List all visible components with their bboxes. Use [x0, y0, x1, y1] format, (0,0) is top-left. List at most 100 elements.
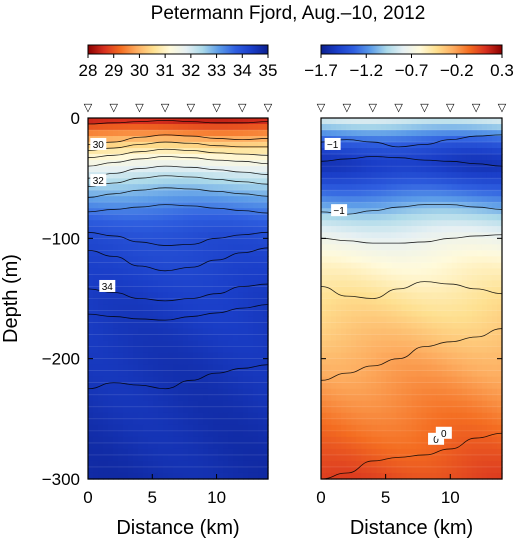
- heatmap-cell: [153, 268, 159, 276]
- heatmap-cell: [158, 226, 164, 233]
- heatmap-cell: [198, 178, 204, 185]
- colorbar-tick-label: 31: [156, 61, 175, 80]
- heatmap-cell: [263, 304, 269, 312]
- heatmap-cell: [228, 310, 234, 318]
- heatmap-cell: [138, 370, 144, 378]
- heatmap-cell: [238, 148, 244, 155]
- heatmap-cell: [188, 292, 194, 300]
- heatmap-cell: [406, 442, 413, 450]
- heatmap-cell: [213, 400, 219, 408]
- heatmap-cell: [341, 250, 347, 257]
- heatmap-cell: [466, 364, 473, 372]
- heatmap-cell: [223, 328, 229, 336]
- heatmap-cell: [381, 442, 387, 450]
- heatmap-cell: [258, 226, 264, 233]
- heatmap-cell: [386, 412, 392, 420]
- heatmap-cell: [243, 220, 249, 227]
- heatmap-cell: [491, 370, 498, 378]
- heatmap-cell: [356, 262, 362, 270]
- heatmap-cell: [461, 310, 468, 318]
- heatmap-cell: [321, 184, 327, 191]
- heatmap-cell: [93, 316, 99, 324]
- heatmap-cell: [431, 154, 438, 161]
- heatmap-cell: [88, 466, 94, 474]
- heatmap-cell: [491, 388, 498, 396]
- heatmap-cell: [481, 130, 488, 137]
- heatmap-cell: [391, 124, 398, 131]
- heatmap-cell: [193, 304, 199, 312]
- heatmap-cell: [341, 334, 347, 342]
- heatmap-cell: [441, 202, 448, 209]
- heatmap-cell: [356, 352, 362, 360]
- heatmap-cell: [118, 166, 124, 173]
- heatmap-cell: [173, 436, 179, 444]
- heatmap-cell: [133, 220, 139, 227]
- heatmap-cell: [321, 292, 327, 300]
- heatmap-cell: [481, 376, 488, 384]
- heatmap-cell: [173, 292, 179, 300]
- heatmap-cell: [371, 430, 377, 438]
- heatmap-cell: [456, 322, 463, 330]
- heatmap-cell: [163, 226, 169, 233]
- heatmap-cell: [426, 400, 433, 408]
- heatmap-cell: [188, 448, 194, 456]
- heatmap-cell: [138, 382, 144, 390]
- heatmap-cell: [486, 346, 493, 354]
- heatmap-cell: [446, 304, 453, 312]
- heatmap-cell: [133, 280, 139, 288]
- heatmap-cell: [381, 406, 387, 414]
- heatmap-cell: [108, 442, 114, 450]
- heatmap-cell: [148, 412, 154, 420]
- heatmap-cell: [238, 262, 244, 270]
- heatmap-cell: [381, 190, 387, 197]
- heatmap-cell: [258, 472, 264, 480]
- heatmap-cell: [451, 292, 458, 300]
- heatmap-cell: [381, 394, 387, 402]
- heatmap-cell: [98, 406, 104, 414]
- heatmap-cell: [426, 406, 433, 414]
- heatmap-cell: [336, 388, 342, 396]
- heatmap-cell: [456, 208, 463, 215]
- heatmap-cell: [426, 394, 433, 402]
- heatmap-cell: [471, 370, 478, 378]
- heatmap-cell: [396, 274, 403, 282]
- heatmap-cell: [391, 160, 398, 167]
- heatmap-cell: [103, 382, 109, 390]
- heatmap-cell: [158, 406, 164, 414]
- heatmap-cell: [436, 148, 443, 155]
- heatmap-cell: [431, 424, 438, 432]
- heatmap-cell: [238, 142, 244, 149]
- heatmap-cell: [213, 436, 219, 444]
- heatmap-cell: [456, 418, 463, 426]
- heatmap-cell: [466, 142, 473, 149]
- heatmap-cell: [346, 190, 352, 197]
- heatmap-cell: [263, 190, 269, 197]
- heatmap-cell: [471, 214, 478, 221]
- heatmap-cell: [491, 184, 498, 191]
- heatmap-cell: [461, 262, 468, 270]
- heatmap-cell: [143, 262, 149, 270]
- heatmap-cell: [188, 226, 194, 233]
- heatmap-cell: [411, 406, 418, 414]
- heatmap-cell: [208, 190, 214, 197]
- heatmap-cell: [158, 118, 164, 125]
- heatmap-cell: [103, 268, 109, 276]
- heatmap-cell: [481, 226, 488, 233]
- heatmap-cell: [178, 298, 184, 306]
- heatmap-cell: [173, 166, 179, 173]
- heatmap-cell: [406, 184, 413, 191]
- heatmap-cell: [416, 130, 423, 137]
- heatmap-cell: [218, 190, 224, 197]
- heatmap-cell: [153, 346, 159, 354]
- heatmap-cell: [163, 166, 169, 173]
- heatmap-cell: [108, 304, 114, 312]
- heatmap-cell: [103, 124, 109, 131]
- heatmap-cell: [108, 370, 114, 378]
- y-tick-label: −300: [42, 470, 80, 489]
- heatmap-cell: [183, 262, 189, 270]
- heatmap-cell: [326, 442, 332, 450]
- heatmap-cell: [213, 214, 219, 221]
- heatmap-cell: [416, 292, 423, 300]
- heatmap-cell: [331, 394, 337, 402]
- heatmap-cell: [381, 364, 387, 372]
